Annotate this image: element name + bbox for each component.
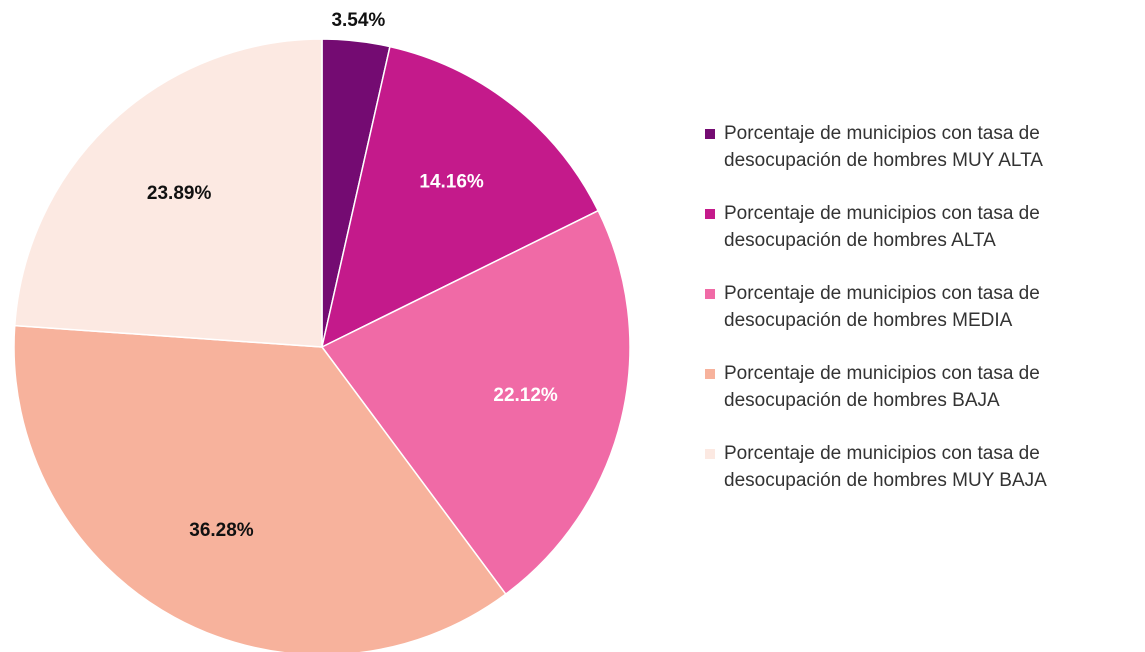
legend-entry: Porcentaje de municipios con tasa de des… (705, 360, 1145, 414)
legend-label: Porcentaje de municipios con tasa de des… (724, 123, 1043, 171)
pie-slice (320, 45, 600, 349)
legend-entry: Porcentaje de municipios con tasa de des… (705, 200, 1145, 254)
legend-label: Porcentaje de municipios con tasa de des… (724, 203, 1040, 251)
legend-label: Porcentaje de municipios con tasa de des… (724, 443, 1047, 491)
legend-swatch (705, 289, 715, 299)
legend-entry: Porcentaje de municipios con tasa de des… (705, 120, 1145, 174)
pie-slice (320, 209, 631, 596)
legend-entry: Porcentaje de municipios con tasa de des… (705, 440, 1145, 494)
legend-swatch (705, 449, 715, 459)
legend-label: Porcentaje de municipios con tasa de des… (724, 363, 1040, 411)
pie-slice (13, 38, 323, 348)
data-label: 14.16% (419, 172, 484, 193)
legend-swatch (705, 209, 715, 219)
legend-entry: Porcentaje de municipios con tasa de des… (705, 280, 1145, 334)
data-label: 22.12% (493, 385, 558, 406)
pie-slice (13, 324, 507, 652)
data-label: 36.28% (189, 520, 254, 541)
legend-label: Porcentaje de municipios con tasa de des… (724, 283, 1040, 331)
data-label: 23.89% (147, 183, 212, 204)
data-label: 3.54% (331, 10, 385, 31)
legend-swatch (705, 369, 715, 379)
legend-swatch (705, 129, 715, 139)
